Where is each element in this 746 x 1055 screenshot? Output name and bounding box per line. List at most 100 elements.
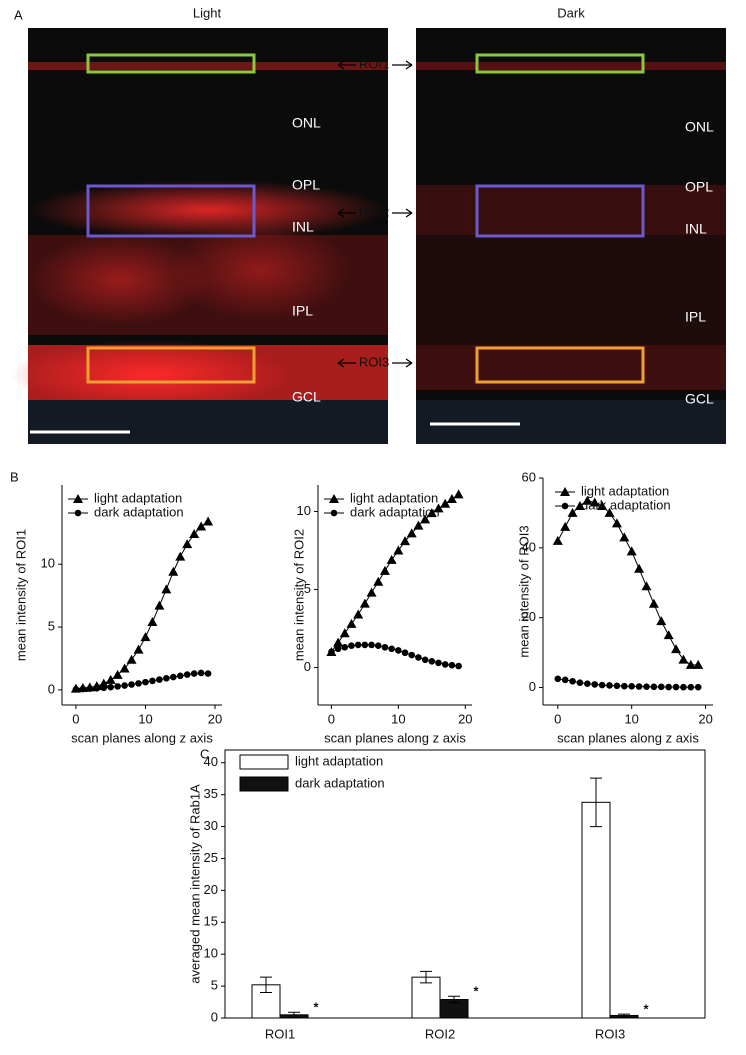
marker — [341, 643, 349, 651]
x-tick-label: 20 — [698, 711, 712, 726]
marker — [441, 661, 449, 668]
y-tick-label: 60 — [522, 469, 536, 484]
marker — [142, 678, 149, 686]
marker — [128, 681, 135, 688]
marker — [604, 507, 615, 517]
marker — [133, 644, 144, 654]
significance-mark: * — [473, 984, 479, 999]
marker — [663, 630, 674, 640]
marker — [156, 676, 163, 683]
marker — [72, 685, 80, 693]
layer-label: GCL — [685, 391, 714, 407]
y-tick-label: 10 — [204, 946, 218, 961]
marker — [567, 507, 578, 517]
micrograph-dark — [416, 28, 726, 444]
marker — [611, 518, 622, 528]
marker — [119, 663, 130, 673]
marker — [203, 516, 214, 526]
marker — [163, 675, 170, 682]
y-tick-label: 40 — [204, 754, 218, 769]
marker — [656, 616, 667, 626]
marker — [619, 532, 630, 542]
marker — [140, 632, 151, 642]
marker — [190, 670, 198, 677]
marker — [196, 521, 207, 531]
legend-marker — [74, 509, 82, 517]
y-tick-label: 20 — [522, 609, 536, 624]
marker — [648, 598, 659, 608]
marker — [175, 551, 186, 561]
y-tick-label: 30 — [204, 818, 218, 833]
y-tick-label: 10 — [297, 503, 311, 518]
panel-label: C — [200, 746, 209, 761]
marker — [374, 642, 382, 650]
marker — [598, 681, 606, 689]
marker — [135, 680, 142, 687]
marker — [448, 661, 456, 669]
layer-label: ONL — [685, 119, 714, 135]
marker — [552, 535, 563, 545]
marker — [359, 598, 370, 608]
marker — [628, 683, 635, 690]
y-tick-label: 25 — [204, 850, 218, 865]
series — [70, 516, 214, 693]
y-axis-label: mean intensity of ROI3 — [516, 525, 531, 657]
x-axis-label: scan planes along z axis — [324, 730, 466, 745]
image-title: Dark — [557, 5, 585, 20]
marker — [121, 682, 128, 689]
x-tick-label: 0 — [554, 711, 561, 726]
marker — [406, 528, 417, 538]
y-tick-label: 5 — [304, 581, 311, 596]
layer-label: OPL — [685, 179, 713, 195]
legend-marker — [73, 494, 83, 503]
y-tick-label: 10 — [41, 556, 55, 571]
marker — [346, 618, 357, 628]
marker — [197, 669, 205, 677]
y-tick-label: 0 — [529, 679, 536, 694]
legend-label: light adaptation — [350, 490, 438, 505]
marker — [685, 659, 696, 669]
y-tick-label: 20 — [204, 882, 218, 897]
marker — [435, 659, 442, 667]
marker — [415, 654, 422, 661]
marker — [634, 563, 645, 573]
series — [326, 489, 464, 656]
layer-label: INL — [685, 221, 707, 237]
x-tick-label: 0 — [72, 711, 79, 726]
marker — [98, 678, 109, 688]
legend-label: light adaptation — [581, 483, 669, 498]
marker — [554, 675, 562, 683]
legend-label: dark adaptation — [350, 504, 440, 519]
marker — [114, 683, 121, 690]
layer-label: ONL — [292, 115, 321, 131]
marker — [613, 682, 621, 690]
marker — [400, 536, 411, 546]
marker — [401, 649, 409, 657]
marker — [693, 659, 704, 669]
marker — [694, 683, 702, 691]
legend-label: dark adaptation — [94, 504, 184, 519]
marker — [621, 682, 628, 690]
marker — [641, 581, 652, 591]
x-tick-label: ROI2 — [425, 1026, 455, 1041]
marker — [354, 641, 362, 649]
x-tick-label: 20 — [458, 711, 472, 726]
legend-label: dark adaptation — [581, 497, 671, 512]
marker — [328, 648, 335, 656]
marker — [79, 685, 87, 693]
marker — [361, 641, 369, 649]
marker — [333, 637, 344, 647]
marker — [426, 508, 437, 518]
x-tick-label: ROI3 — [595, 1026, 625, 1041]
significance-mark: * — [313, 1000, 319, 1015]
marker — [154, 600, 165, 610]
legend-swatch — [239, 754, 289, 770]
marker — [582, 495, 593, 505]
series — [72, 669, 212, 693]
marker — [161, 584, 172, 594]
marker — [561, 676, 569, 684]
marker — [687, 683, 695, 691]
marker — [560, 521, 571, 531]
marker — [453, 489, 464, 499]
